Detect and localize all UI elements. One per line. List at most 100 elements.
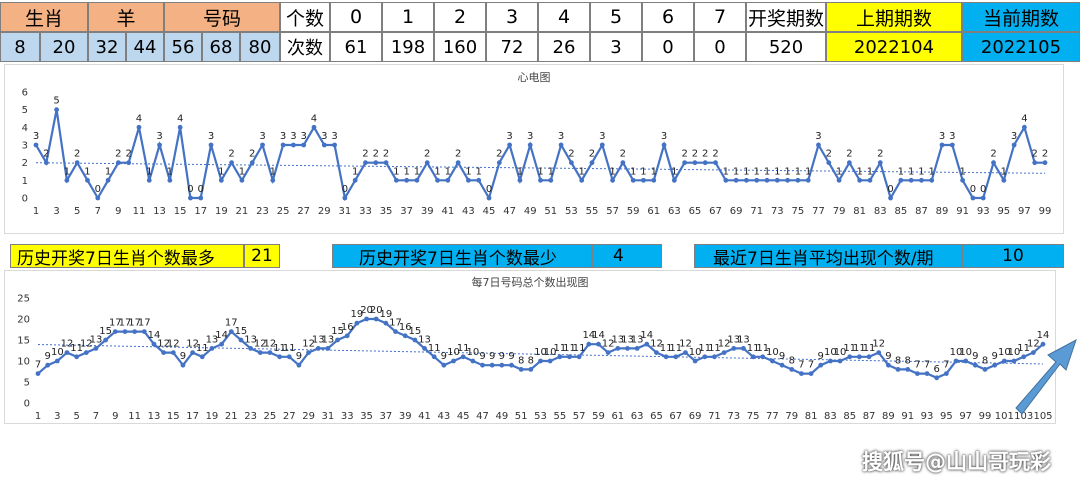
seven-day-point: [576, 354, 582, 360]
seven-day-xtick: 19: [206, 411, 219, 422]
seven-day-xtick: 41: [418, 411, 431, 422]
seven-day-data-label: 13: [312, 334, 325, 345]
ecg-data-label: 1: [218, 166, 224, 177]
seven-day-data-label: 15: [99, 326, 112, 337]
seven-day-data-label: 20: [370, 305, 383, 316]
ecg-data-label: 1: [733, 166, 739, 177]
seven-day-data-label: 11: [428, 343, 441, 354]
ecg-point: [43, 160, 49, 166]
ecg-point: [136, 124, 142, 130]
ecg-point: [177, 124, 183, 130]
ecg-data-label: 3: [558, 131, 564, 142]
ecg-data-label: 2: [1032, 149, 1038, 160]
seven-day-xtick: 77: [766, 411, 779, 422]
seven-day-point: [818, 362, 824, 368]
times-label: 次数: [280, 32, 330, 62]
seven-day-data-label: 10: [689, 347, 702, 358]
ecg-point: [846, 160, 852, 166]
ecg-ytick: 5: [22, 105, 28, 116]
ecg-point: [373, 160, 379, 166]
max-count-label: 历史开奖7日生肖个数最多: [10, 244, 244, 268]
ecg-point: [651, 177, 657, 183]
seven-day-point: [731, 346, 737, 351]
seven-day-data-label: 11: [863, 343, 876, 354]
ecg-xtick: 57: [606, 206, 619, 217]
seven-day-point: [286, 354, 292, 360]
ecg-xtick: 99: [1039, 206, 1052, 217]
seven-day-data-label: 10: [834, 347, 847, 358]
seven-day-data-label: 13: [631, 334, 644, 345]
seven-day-xtick: 13: [148, 411, 161, 422]
ecg-point: [1001, 177, 1007, 183]
seven-day-xtick: 69: [689, 411, 702, 422]
seven-day-xtick: 59: [592, 411, 605, 422]
ecg-data-label: 2: [692, 149, 698, 160]
ecg-xtick: 27: [297, 206, 310, 217]
seven-day-data-label: 13: [90, 334, 103, 345]
seven-day-xtick: 23: [244, 411, 257, 422]
seven-day-point: [625, 346, 630, 351]
ecg-point: [146, 177, 152, 183]
seven-day-point: [789, 367, 795, 372]
ecg-point: [558, 142, 564, 148]
ecg-data-label: 1: [146, 166, 152, 177]
ecg-point: [218, 177, 224, 183]
ecg-data-label: 1: [434, 166, 440, 177]
ecg-xtick: 3: [53, 206, 59, 217]
seven-day-data-label: 20: [360, 305, 373, 316]
ecg-point: [754, 177, 760, 183]
seven-day-data-label: 7: [798, 360, 804, 371]
ecg-data-label: 0: [887, 184, 893, 195]
seven-day-data-label: 11: [573, 343, 586, 354]
seven-day-data-label: 9: [779, 351, 785, 362]
ecg-xtick: 91: [956, 206, 969, 217]
seven-day-point: [306, 350, 311, 355]
ecg-data-label: 1: [167, 166, 173, 177]
ecg-data-label: 3: [599, 131, 605, 142]
ecg-data-label: 2: [826, 149, 832, 160]
haoma-header: 号码: [164, 2, 280, 32]
ecg-point: [671, 177, 677, 183]
ecg-point: [188, 195, 193, 201]
ecg-data-label: 3: [527, 131, 533, 142]
seven-day-point: [934, 375, 940, 381]
ecg-xtick: 65: [689, 206, 702, 217]
seven-day-point: [963, 358, 969, 364]
ecg-data-label: 2: [620, 149, 626, 160]
seven-day-point: [431, 354, 437, 360]
seven-day-point: [228, 329, 234, 334]
seven-day-point: [885, 362, 891, 368]
seven-day-data-label: 10: [534, 347, 547, 358]
total-periods-value: 520: [746, 32, 826, 62]
ecg-point: [816, 142, 821, 148]
ecg-point: [980, 195, 986, 201]
ecg-point: [260, 142, 265, 148]
seven-day-point: [837, 358, 843, 364]
seven-day-data-label: 9: [818, 351, 824, 362]
seven-day-xtick: 63: [631, 411, 644, 422]
ecg-data-label: 5: [53, 96, 59, 107]
ecg-point: [949, 142, 955, 148]
seven-day-data-label: 6: [934, 364, 940, 375]
ecg-data-label: 2: [115, 149, 121, 160]
prev-period-label: 上期期数: [826, 2, 962, 32]
seven-day-point: [799, 371, 804, 376]
times-7: 0: [694, 32, 746, 62]
ecg-point: [85, 177, 90, 183]
ecg-point: [1042, 160, 1048, 166]
ecg-point: [836, 177, 842, 183]
seven-day-data-label: 11: [563, 343, 576, 354]
seven-day-xtick: 71: [708, 411, 721, 422]
seven-day-point: [64, 350, 70, 355]
seven-day-point: [480, 362, 485, 368]
seven-day-point: [383, 320, 389, 326]
seven-day-point: [538, 358, 543, 364]
ecg-point: [270, 177, 276, 183]
prev-period-value: 2022104: [826, 32, 962, 62]
seven-day-point: [663, 354, 669, 360]
seven-day-xtick: 7: [93, 411, 99, 422]
ecg-point: [908, 177, 914, 183]
ecg-xtick: 11: [133, 206, 146, 217]
ecg-point: [641, 177, 646, 183]
seven-day-data-label: 17: [128, 318, 141, 329]
